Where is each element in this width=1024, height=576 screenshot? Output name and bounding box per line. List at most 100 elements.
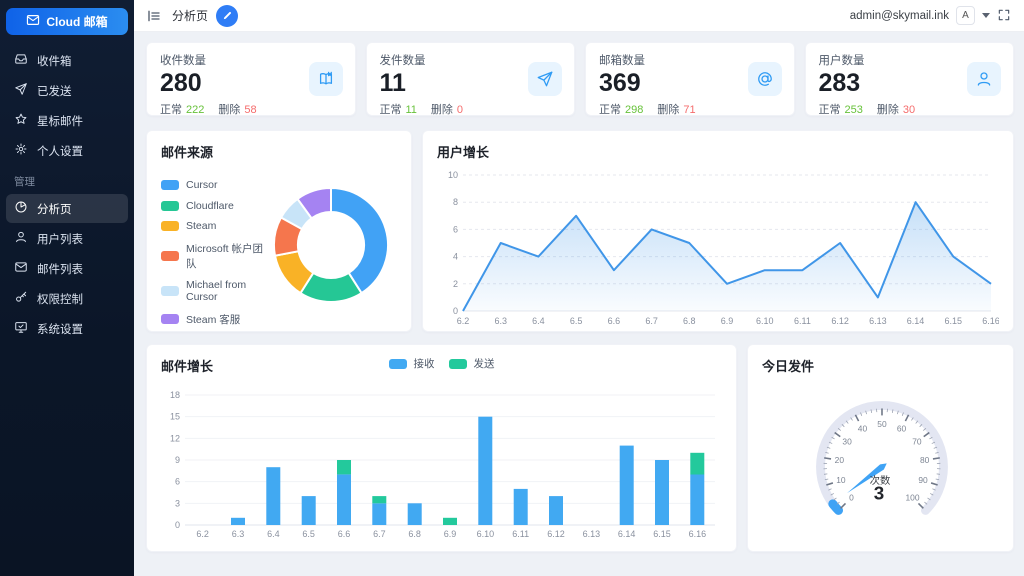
svg-text:6.4: 6.4 [532, 316, 545, 326]
pie-slice[interactable] [330, 186, 389, 295]
legend-swatch [161, 286, 179, 296]
legend-item[interactable]: Cloudflare [161, 200, 269, 212]
chevron-down-icon[interactable] [982, 13, 990, 18]
svg-text:6.16: 6.16 [689, 529, 707, 539]
logo-button[interactable]: Cloud 邮箱 [6, 8, 128, 35]
stat-card-3: 用户数量 283 正常 253 删除 30 [804, 42, 1014, 116]
stat-deleted: 删除 71 [657, 104, 696, 116]
user-icon [967, 62, 1001, 96]
bar-segment[interactable] [690, 474, 705, 525]
legend-label: 接收 [413, 358, 435, 370]
svg-text:6.2: 6.2 [196, 529, 209, 539]
sidebar-item-label: 星标邮件 [37, 115, 83, 128]
sidebar-item-admin-2[interactable]: 邮件列表 [6, 254, 128, 283]
svg-text:6.6: 6.6 [608, 316, 621, 326]
monitor-icon [14, 320, 28, 337]
bar-segment[interactable] [372, 503, 387, 525]
svg-text:6.3: 6.3 [232, 529, 245, 539]
sidebar-item-main-1[interactable]: 已发送 [6, 76, 128, 105]
fullscreen-icon[interactable] [997, 8, 1012, 23]
gear-icon [14, 142, 28, 159]
sidebar-item-admin-0[interactable]: 分析页 [6, 194, 128, 223]
mail-growth-chart: 0 3 6 9 12 15 18 6.2 6.3 6.4 6.5 6.6 6.7 6.8 6.9 6.10 6.… [161, 375, 722, 546]
svg-text:20: 20 [835, 455, 845, 465]
bar-segment[interactable] [266, 467, 281, 525]
legend-item[interactable]: Steam 客服 [161, 312, 269, 327]
logo-label: Cloud 邮箱 [46, 15, 108, 29]
legend-swatch [388, 358, 407, 369]
edit-button[interactable] [216, 4, 239, 27]
mail-growth-title: 邮件增长 [161, 359, 214, 374]
send-icon [14, 82, 28, 99]
sidebar-item-label: 分析页 [37, 203, 72, 216]
legend-item[interactable]: Cursor [161, 179, 269, 191]
avatar[interactable]: A [956, 6, 975, 25]
bar-segment[interactable] [337, 460, 351, 475]
sidebar-item-main-3[interactable]: 个人设置 [6, 136, 128, 165]
sidebar-item-label: 用户列表 [37, 233, 83, 246]
mail-source-card: 邮件来源 Cursor Cloudflare Steam Microsoft 帐户团队… [146, 130, 412, 332]
bar-segment[interactable] [301, 496, 316, 525]
today-sent-title: 今日发件 [762, 359, 815, 374]
sidebar-nav-admin: 分析页 用户列表 邮件列表 权限控制 系统设置 [0, 193, 134, 344]
legend-label: Cloudflare [186, 199, 234, 212]
sidebar-item-main-0[interactable]: 收件箱 [6, 46, 128, 75]
bar-segment[interactable] [690, 452, 705, 475]
bar-segment[interactable] [337, 474, 351, 525]
bar-segment[interactable] [655, 460, 669, 525]
legend-swatch [161, 250, 179, 261]
pie-icon [14, 200, 28, 217]
sidebar-item-admin-1[interactable]: 用户列表 [6, 224, 128, 253]
bar-segment[interactable] [619, 445, 634, 525]
svg-text:6.15: 6.15 [653, 529, 671, 539]
svg-text:6.9: 6.9 [444, 529, 457, 539]
inbox-icon [14, 52, 28, 69]
legend-item[interactable]: Microsoft 帐户团队 [161, 241, 269, 271]
svg-text:6.14: 6.14 [618, 529, 636, 539]
bar-segment[interactable] [231, 517, 245, 525]
legend-item[interactable]: 接收 [388, 356, 435, 371]
bar-segment[interactable] [407, 503, 422, 525]
stat-deleted: 删除 0 [430, 104, 464, 116]
stat-label: 用户数量 [818, 55, 865, 67]
legend-item[interactable]: 发送 [448, 356, 495, 371]
bar-segment[interactable] [549, 496, 563, 525]
sidebar-item-admin-3[interactable]: 权限控制 [6, 284, 128, 313]
stat-value: 280 [160, 69, 202, 97]
svg-text:6.6: 6.6 [338, 529, 351, 539]
mail-source-title: 邮件来源 [161, 145, 214, 160]
legend-item[interactable]: Michael from Cursor [161, 279, 269, 303]
svg-text:6.10: 6.10 [477, 529, 495, 539]
svg-text:6.10: 6.10 [756, 316, 774, 326]
stat-normal: 正常 222 [160, 104, 205, 116]
today-sent-gauge: 0 10 20 30 40 50 60 70 80 90 100 次数 3 [762, 375, 999, 545]
bar-segment[interactable] [372, 496, 387, 504]
svg-text:80: 80 [920, 455, 930, 465]
dashboard-content: 收件数量 280 正常 222 删除 58 发件数量 11 正常 11 删除 0 邮箱数… [134, 32, 1024, 576]
sidebar-collapse-icon[interactable] [146, 7, 164, 25]
bar-segment[interactable] [443, 517, 457, 525]
bar-segment[interactable] [513, 488, 528, 525]
tab-analysis-page[interactable]: 分析页 [172, 9, 209, 23]
envelope-icon [26, 13, 40, 30]
sidebar-item-label: 系统设置 [37, 323, 83, 336]
user-growth-title: 用户增长 [437, 145, 490, 160]
svg-text:10: 10 [836, 475, 846, 485]
sidebar-item-main-2[interactable]: 星标邮件 [6, 106, 128, 135]
svg-text:0: 0 [175, 520, 180, 530]
gauge-label: 次数 [870, 474, 891, 487]
svg-text:6.4: 6.4 [267, 529, 280, 539]
svg-text:4: 4 [453, 252, 458, 262]
svg-text:9: 9 [175, 455, 180, 465]
svg-text:6.16: 6.16 [982, 316, 999, 326]
sidebar-item-admin-4[interactable]: 系统设置 [6, 314, 128, 343]
bar-segment[interactable] [478, 416, 493, 525]
svg-text:8: 8 [453, 197, 458, 207]
key-icon [14, 290, 28, 307]
sidebar-item-label: 个人设置 [37, 145, 83, 158]
legend-item[interactable]: Steam [161, 220, 269, 232]
mail-growth-legend: 接收 发送 [161, 356, 722, 371]
pie-slice[interactable] [296, 186, 332, 220]
sidebar-nav-main: 收件箱 已发送 星标邮件 个人设置 [0, 45, 134, 166]
send-icon [528, 62, 562, 96]
